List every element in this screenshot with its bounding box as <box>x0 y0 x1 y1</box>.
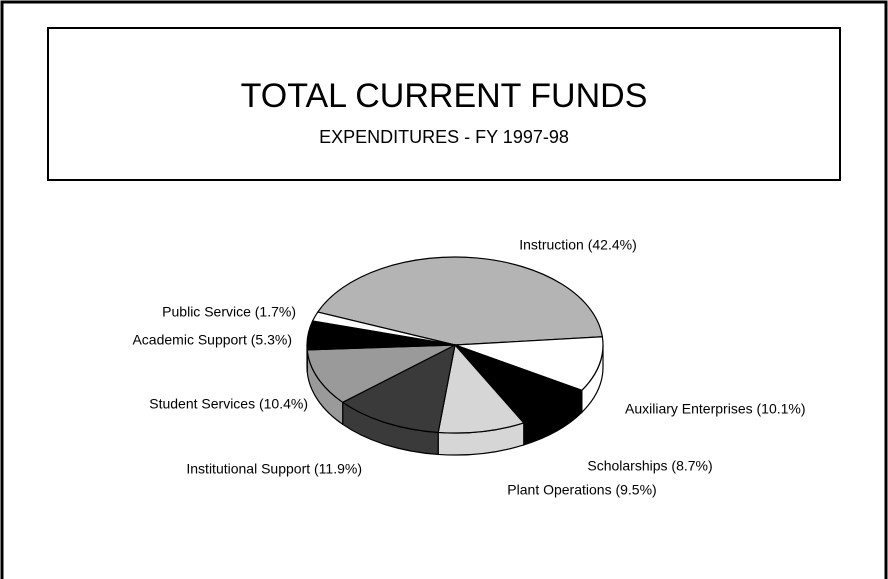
slice-label: Public Service (1.7%) <box>162 304 296 320</box>
slice-label: Institutional Support (11.9%) <box>186 461 362 477</box>
slice <box>306 344 456 404</box>
slice <box>311 311 456 346</box>
slice-label: Student Services (10.4%) <box>149 396 308 412</box>
slice-label: Auxiliary Enterprises (10.1%) <box>625 401 806 417</box>
slice-label: Scholarships (8.7%) <box>587 458 712 474</box>
chart-subtitle: EXPENDITURES - FY 1997-98 <box>319 127 569 147</box>
slice <box>437 343 525 434</box>
slice-label: Academic Support (5.3%) <box>132 332 292 348</box>
chart-title: TOTAL CURRENT FUNDS <box>241 77 648 115</box>
slice <box>454 336 604 392</box>
slice <box>341 343 456 434</box>
slice <box>316 256 604 346</box>
slice-label: Instruction (42.4%) <box>519 237 637 253</box>
slice-label: Plant Operations (9.5%) <box>507 482 656 498</box>
title-box <box>47 27 841 181</box>
